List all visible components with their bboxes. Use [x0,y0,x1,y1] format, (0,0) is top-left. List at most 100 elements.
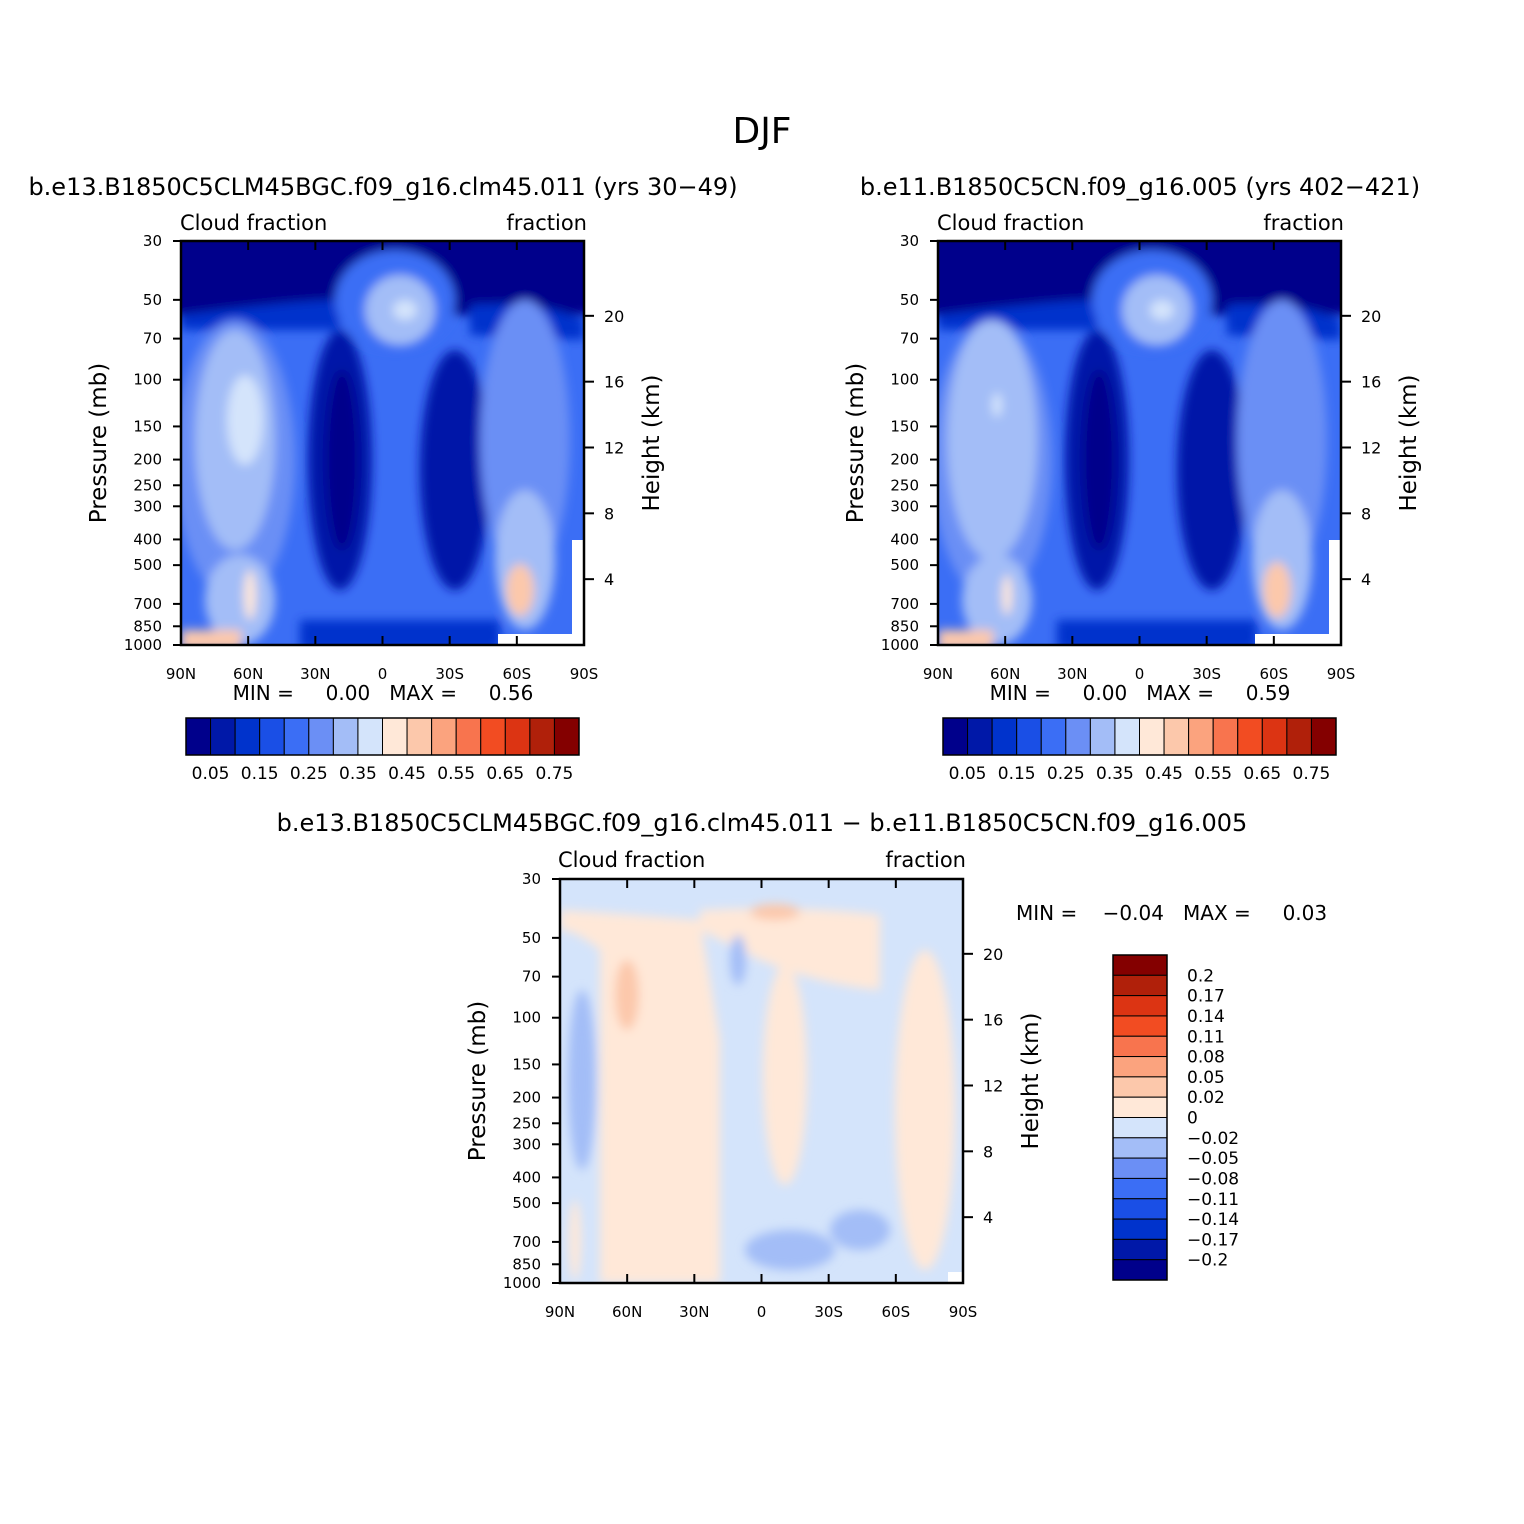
contour-field [560,879,963,1283]
antarctic-mask-edge [572,540,584,645]
colorbar-label: 0.15 [241,764,279,784]
y2-tick-label: 12 [604,438,624,457]
colorbar-swatch [1114,717,1140,756]
colorbar-label: 0.55 [1194,764,1232,784]
nh-midlevel-peak [615,960,639,1030]
panel-axes: 90N 60N 30N 0 30S 60S 90S 30 50 70 100 150 200 250 300… [881,232,1382,683]
panel-left-label: Cloud fraction [180,211,327,235]
x-tick-label: 60N [233,665,263,683]
y-tick-label: 1000 [124,636,162,654]
colorbar-swatch [1112,1096,1168,1118]
upper-negative-spot [730,935,746,985]
colorbar-frame [942,717,1337,756]
colorbar-swatch [283,717,310,756]
colorbar-label: 0.2 [1187,966,1214,986]
y-tick-label: 200 [890,451,919,469]
antarctic-mask-edge [1329,540,1341,645]
y2-axis-label: Height (km) [639,374,665,511]
colorbar-swatch [1112,974,1168,997]
y-tick-label: 1000 [503,1274,541,1292]
sh-positive-region [895,950,955,1270]
y-tick-label: 50 [900,291,919,309]
panel-right-label: fraction [885,848,966,872]
panel-axes: 90N 60N 30N 0 30S 60S 90S 30 50 70 100 150 200 250 300… [503,870,1004,1321]
x-tick-label: 0 [1135,665,1145,683]
colorbar-label: −0.2 [1187,1251,1228,1271]
upper-tropical-positive [700,908,880,990]
sh-low-cloud-peak [506,564,534,616]
colorbar-label: 0 [1187,1109,1198,1129]
y2-tick-label: 20 [604,307,624,326]
nh-storm-track-peak [227,375,263,465]
y-tick-label: 850 [133,617,162,635]
nh-storm-track-peak [992,393,1002,417]
antarctic-mask [948,1272,963,1283]
surface-band [1057,620,1257,645]
colorbar: 0.05 0.15 0.25 0.35 0.45 0.55 0.65 0.75 [942,717,1337,784]
colorbar-swatch [1016,717,1042,756]
sh-storm-track [480,300,570,580]
colorbar-swatch [234,717,261,756]
tropopause-edge [938,300,1097,330]
y-tick-label: 300 [133,497,162,515]
y2-tick-label: 8 [1361,504,1371,523]
y2-tick-label: 12 [983,1076,1003,1095]
colorbar-label: −0.05 [1187,1149,1239,1169]
colorbar-label: 0.25 [290,764,328,784]
colorbar-swatch [1261,717,1288,756]
panel-model-b: b.e11.B1850C5CN.f09_g16.005 (yrs 402−421… [843,173,1422,784]
colorbar-swatch [357,717,383,756]
nh-low-cloud [962,555,1032,645]
colorbar-swatch [382,717,408,756]
colorbar-label: 0.75 [1293,764,1331,784]
y-tick-label: 30 [143,232,162,250]
panel-left-label: Cloud fraction [558,848,705,872]
colorbar-swatch [431,717,457,756]
colorbar-swatch [1286,717,1312,756]
colorbar-swatch [1112,1056,1168,1078]
colorbar-swatch [1112,954,1168,976]
surface-band [300,620,500,645]
nh-low-cloud-peak [1002,575,1012,615]
x-tick-label: 0 [757,1303,767,1321]
nh-positive-region [560,910,720,1283]
y-tick-label: 150 [512,1055,541,1073]
colorbar-swatch [185,717,212,756]
colorbar-label: 0.14 [1187,1007,1225,1027]
x-tick-label: 0 [378,665,388,683]
sh-low-cloud-peak [1263,562,1291,618]
y-axis-label: Pressure (mb) [86,363,112,523]
nh-storm-track-core [947,320,1037,560]
colorbar-label: −0.02 [1187,1129,1239,1149]
x-tick-label: 90N [923,665,953,683]
colorbar-label: 0.35 [1096,764,1134,784]
colorbar-swatch [1112,1117,1168,1139]
y-tick-label: 100 [133,371,162,389]
colorbar-label: 0.05 [1187,1068,1225,1088]
colorbar: 0.05 0.15 0.25 0.35 0.45 0.55 0.65 0.75 [185,717,580,784]
y-tick-label: 700 [512,1233,541,1251]
colorbar-swatch [1065,717,1091,756]
colorbar-swatch [1112,1198,1168,1220]
panel-title: b.e13.B1850C5CLM45BGC.f09_g16.clm45.011 … [28,173,737,201]
colorbar-swatch [1112,1035,1168,1058]
y2-tick-label: 8 [604,504,614,523]
y-tick-label: 70 [143,330,162,348]
sh-low-level-negative [830,1210,890,1250]
figure-title: DJF [732,111,791,152]
sh-subtropical-dry [420,350,490,590]
colorbar-swatch [967,717,993,756]
x-tick-label: 90S [1327,665,1356,683]
x-tick-label: 90N [166,665,196,683]
panel-right-label: fraction [1263,211,1344,235]
colorbar-swatch [1237,717,1263,756]
x-tick-label: 60S [882,1303,911,1321]
x-tick-label: 60N [990,665,1020,683]
y-tick-label: 500 [133,556,162,574]
panel-title: b.e11.B1850C5CN.f09_g16.005 (yrs 402−421… [860,173,1420,201]
colorbar-swatch [1112,1015,1168,1037]
colorbar: 0.20.170.140.110.080.050.020−0.02−0.05−0… [1112,954,1239,1281]
colorbar-swatch [1212,717,1239,756]
colorbar-frame [185,717,580,756]
